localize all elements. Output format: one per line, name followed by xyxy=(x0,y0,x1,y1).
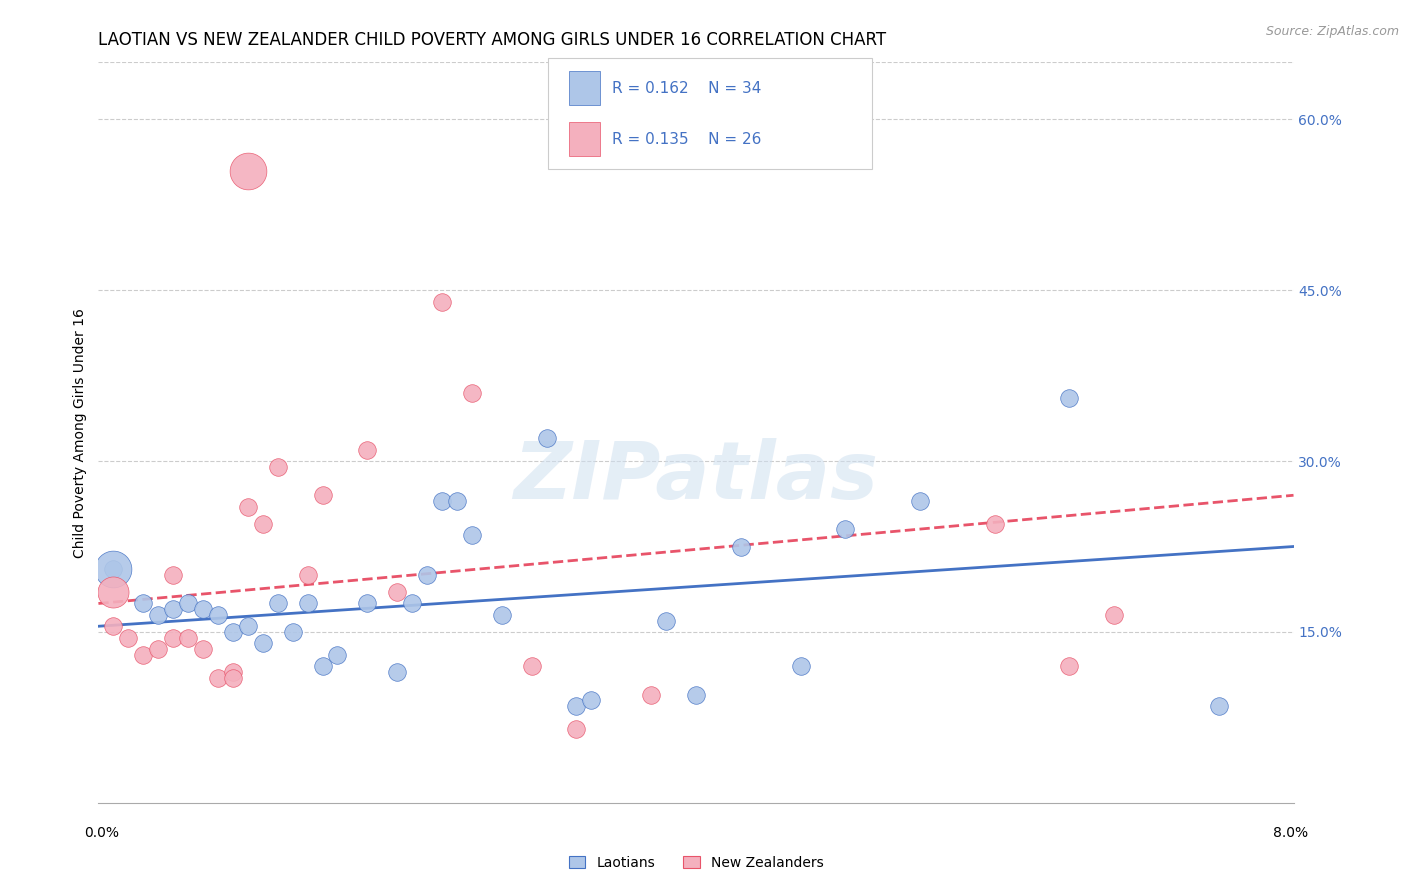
Point xyxy=(326,648,349,662)
Point xyxy=(640,688,662,702)
Point xyxy=(1102,607,1125,622)
Text: LAOTIAN VS NEW ZEALANDER CHILD POVERTY AMONG GIRLS UNDER 16 CORRELATION CHART: LAOTIAN VS NEW ZEALANDER CHILD POVERTY A… xyxy=(98,31,887,49)
Point xyxy=(103,619,125,633)
Point xyxy=(222,665,245,679)
Point xyxy=(520,659,543,673)
Point xyxy=(356,597,378,611)
Point xyxy=(385,665,409,679)
Point xyxy=(789,659,811,673)
Point xyxy=(983,516,1005,531)
Point xyxy=(191,602,214,616)
Point xyxy=(236,619,259,633)
Point xyxy=(1059,392,1081,406)
Point xyxy=(461,528,484,542)
Point xyxy=(191,642,214,657)
Point xyxy=(446,494,468,508)
Point xyxy=(222,671,245,685)
Point xyxy=(311,659,333,673)
Text: ZIPatlas: ZIPatlas xyxy=(513,438,879,516)
Point xyxy=(148,642,170,657)
Point xyxy=(401,597,423,611)
Point xyxy=(252,636,274,650)
Point xyxy=(311,488,333,502)
Point xyxy=(655,614,678,628)
Text: Source: ZipAtlas.com: Source: ZipAtlas.com xyxy=(1265,25,1399,38)
Point xyxy=(1208,698,1230,713)
Point xyxy=(148,607,170,622)
Point xyxy=(416,568,439,582)
Point xyxy=(103,562,125,576)
Point xyxy=(207,671,229,685)
Point xyxy=(281,624,304,639)
Point xyxy=(356,442,378,457)
Point xyxy=(132,597,155,611)
Point xyxy=(536,431,558,445)
Point xyxy=(267,597,290,611)
Point xyxy=(252,516,274,531)
Y-axis label: Child Poverty Among Girls Under 16: Child Poverty Among Girls Under 16 xyxy=(73,308,87,558)
Point xyxy=(103,585,125,599)
Point xyxy=(162,568,184,582)
Point xyxy=(430,494,453,508)
Point xyxy=(297,597,319,611)
Point xyxy=(908,494,931,508)
Text: R = 0.162    N = 34: R = 0.162 N = 34 xyxy=(612,81,761,95)
Point xyxy=(461,385,484,400)
Point xyxy=(177,597,200,611)
Legend: Laotians, New Zealanders: Laotians, New Zealanders xyxy=(568,856,824,870)
Point xyxy=(177,631,200,645)
Point xyxy=(565,722,588,736)
Point xyxy=(236,500,259,514)
Point xyxy=(132,648,155,662)
Point xyxy=(222,624,245,639)
Point xyxy=(162,631,184,645)
Point xyxy=(117,631,139,645)
Point xyxy=(297,568,319,582)
Point xyxy=(1059,659,1081,673)
Text: 0.0%: 0.0% xyxy=(84,826,118,839)
Text: R = 0.135    N = 26: R = 0.135 N = 26 xyxy=(612,132,761,146)
Point xyxy=(103,562,125,576)
Point xyxy=(581,693,603,707)
Point xyxy=(267,459,290,474)
Point xyxy=(236,163,259,178)
Point xyxy=(430,294,453,309)
Text: 8.0%: 8.0% xyxy=(1274,826,1308,839)
Point xyxy=(207,607,229,622)
Point xyxy=(834,523,856,537)
Point xyxy=(385,585,409,599)
Point xyxy=(685,688,707,702)
Point xyxy=(730,540,752,554)
Point xyxy=(162,602,184,616)
Point xyxy=(491,607,513,622)
Point xyxy=(565,698,588,713)
